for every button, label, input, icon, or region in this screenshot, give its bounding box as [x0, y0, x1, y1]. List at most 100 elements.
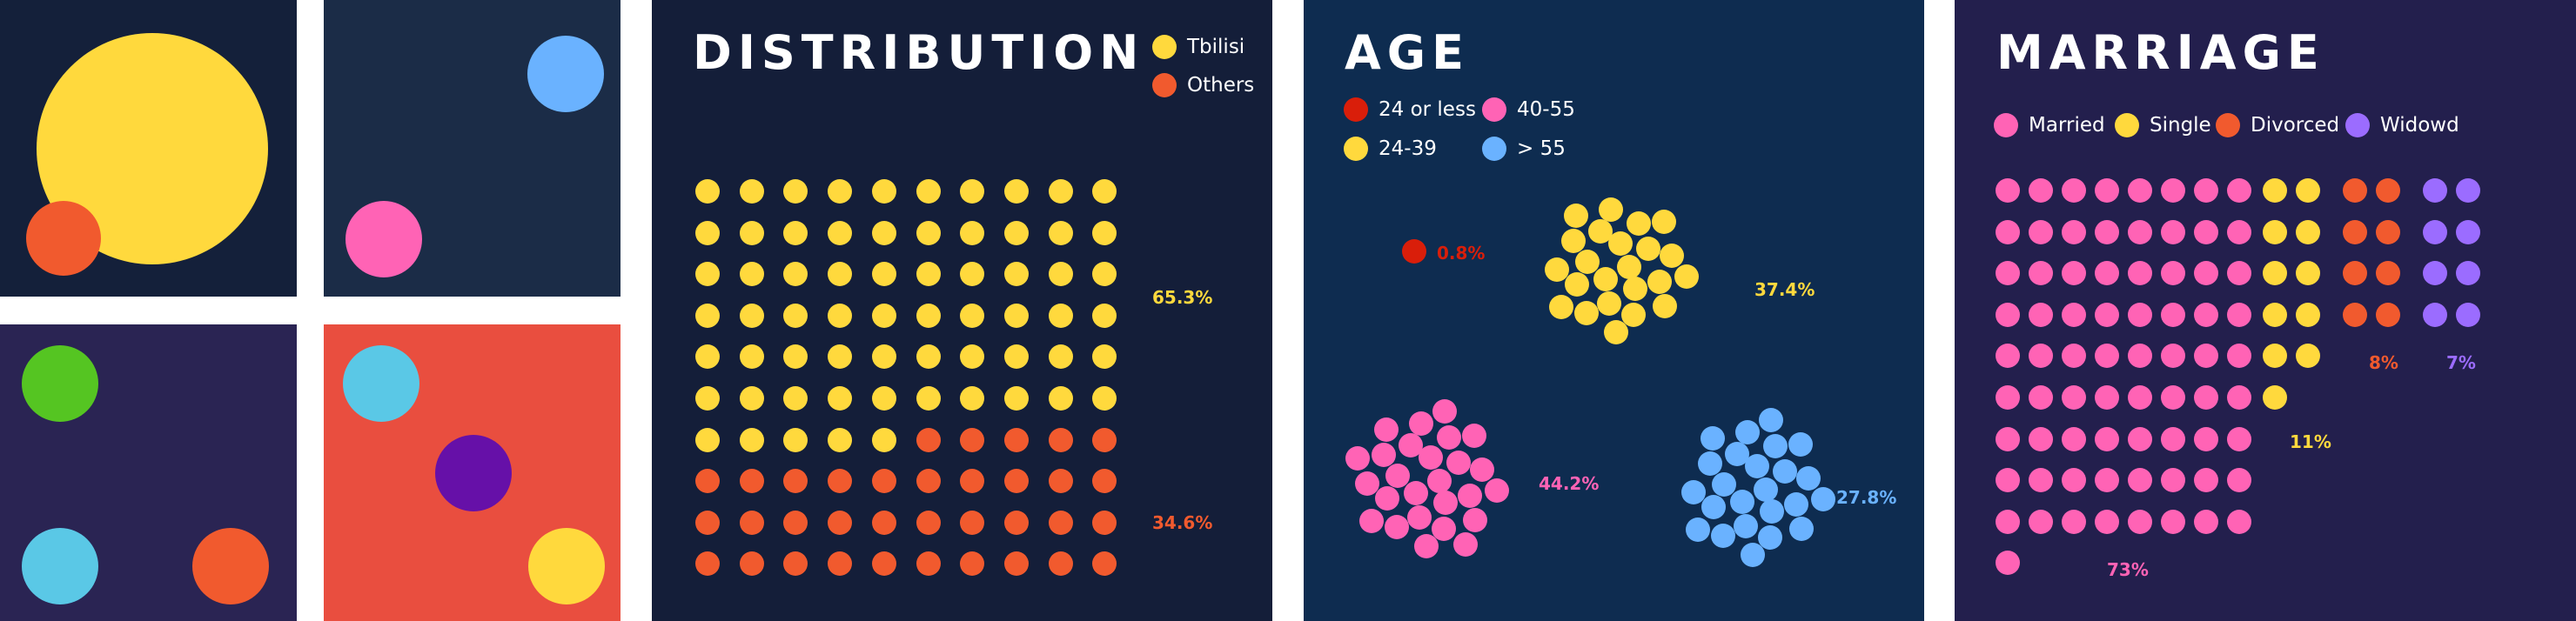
dot-others	[828, 551, 853, 577]
legend-dot	[2115, 113, 2139, 137]
legend-label: Single	[2150, 114, 2211, 137]
dot-tbilisi	[695, 303, 720, 328]
dot-married	[1996, 426, 2020, 451]
data-label-tbilisi: 65.3%	[1152, 287, 1213, 308]
dot-tbilisi	[1048, 262, 1073, 287]
dot-married	[2029, 302, 2053, 327]
dot-widowd	[2456, 302, 2480, 327]
dot-tbilisi	[916, 262, 941, 287]
dot-married	[2128, 509, 2152, 534]
dot-tbilisi	[916, 179, 941, 204]
dot-others	[916, 551, 941, 577]
legend-label: 24-39	[1379, 137, 1437, 160]
dot-tbilisi	[871, 179, 896, 204]
legend-label: Others	[1187, 74, 1255, 97]
legend-label: Tbilisi	[1187, 36, 1245, 58]
dot-others	[916, 510, 941, 535]
dot-married	[2161, 509, 2185, 534]
dot-55	[1758, 525, 1783, 550]
marriage-panel: MARRIAGE Married Single Divorced Widowd …	[1955, 0, 2576, 621]
dot-married	[1996, 551, 2020, 576]
dot-divorced	[2376, 219, 2400, 244]
dot-tbilisi	[1092, 344, 1117, 370]
dot-tbilisi	[1048, 220, 1073, 245]
dot-married	[2227, 344, 2251, 369]
dot-widowd	[2423, 219, 2447, 244]
dot-married	[2194, 302, 2218, 327]
dot-others	[828, 469, 853, 494]
dot-55	[1763, 434, 1788, 459]
dot-24-39	[1563, 203, 1588, 228]
dot-single	[2263, 302, 2287, 327]
dot-40-55	[1457, 484, 1482, 508]
dot-married	[2128, 426, 2152, 451]
dot-tbilisi	[871, 427, 896, 452]
dot-married	[2161, 178, 2185, 203]
dot-married	[2194, 426, 2218, 451]
dot-others	[1048, 510, 1073, 535]
dot-married	[2194, 344, 2218, 369]
dot-24-39	[1635, 236, 1660, 261]
dot-others	[1092, 427, 1117, 452]
dot-widowd	[2456, 261, 2480, 286]
dot-24-39	[1608, 231, 1633, 257]
dot-24-39	[1617, 255, 1642, 279]
dot-tbilisi	[960, 303, 985, 328]
dot-others	[1003, 510, 1029, 535]
dot-tbilisi	[916, 344, 941, 370]
dot-tbilisi	[695, 262, 720, 287]
dot-others	[1048, 551, 1073, 577]
age-title: AGE	[1345, 25, 1471, 80]
dot-40-55	[1413, 533, 1439, 558]
dot-married	[2194, 509, 2218, 534]
dot-tbilisi	[1092, 179, 1117, 204]
dot-others	[1048, 469, 1073, 494]
dot-24-39	[1623, 277, 1648, 302]
dot-married	[2161, 302, 2185, 327]
dot-55	[1700, 425, 1725, 451]
dot-tbilisi	[1003, 220, 1029, 245]
dot-tbilisi	[960, 220, 985, 245]
tile-indigo	[0, 324, 297, 621]
dot-married	[2227, 219, 2251, 244]
dot-24-39	[1593, 267, 1618, 292]
dot-tbilisi	[871, 220, 896, 245]
dot-married	[2128, 302, 2152, 327]
dot-tbilisi	[695, 344, 720, 370]
legend-dot	[1994, 113, 2018, 137]
dot-55	[1745, 454, 1770, 479]
dot-tbilisi	[1003, 386, 1029, 411]
dot-married	[2128, 468, 2152, 493]
dot-married	[2095, 509, 2119, 534]
dot-tbilisi	[916, 303, 941, 328]
dot-divorced	[2376, 302, 2400, 327]
distribution-panel: DISTRIBUTION Tbilisi Others 65.3% 34.6%	[652, 0, 1272, 621]
dot-married	[2062, 178, 2086, 203]
dot-married	[2095, 178, 2119, 203]
dot-40-55	[1461, 424, 1486, 449]
dot-40-55	[1403, 481, 1428, 506]
dot-tbilisi	[1048, 386, 1073, 411]
dot-married	[2128, 261, 2152, 286]
dot-others	[783, 510, 808, 535]
dot-married	[2194, 261, 2218, 286]
dot-tbilisi	[828, 344, 853, 370]
dot-tbilisi	[783, 427, 808, 452]
dot-40-55	[1371, 442, 1396, 467]
dot-55	[1733, 513, 1758, 538]
dot-tbilisi	[916, 386, 941, 411]
dot-married	[2029, 219, 2053, 244]
dot-55	[1783, 492, 1808, 517]
dot-40-55	[1432, 517, 1457, 541]
data-label-40-55: 44.2%	[1539, 473, 1600, 494]
dot-married	[2161, 219, 2185, 244]
dot-others	[739, 510, 764, 535]
dot-married	[2062, 385, 2086, 410]
dot-tbilisi	[871, 262, 896, 287]
dot-divorced	[2343, 178, 2367, 203]
dot-40-55	[1374, 485, 1399, 511]
dot-tbilisi	[1003, 344, 1029, 370]
dot-divorced	[2343, 302, 2367, 327]
dot-married	[2227, 426, 2251, 451]
distribution-title: DISTRIBUTION	[693, 25, 1145, 80]
